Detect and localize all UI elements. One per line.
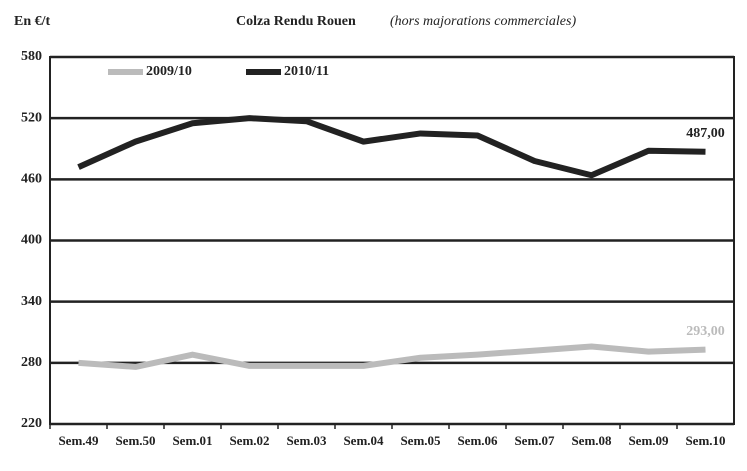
y-tick-label: 220 — [21, 416, 42, 431]
x-tick-label: Sem.49 — [58, 433, 99, 448]
data-label: 487,00 — [686, 126, 725, 141]
y-tick-label: 520 — [21, 110, 42, 125]
y-tick-label: 460 — [21, 172, 42, 187]
legend-label: 2010/11 — [284, 64, 329, 79]
x-tick-label: Sem.06 — [457, 433, 498, 448]
legend-label: 2009/10 — [146, 64, 192, 79]
x-tick-label: Sem.09 — [628, 433, 669, 448]
chart-subtitle: (hors majorations commerciales) — [390, 14, 576, 29]
x-tick-label: Sem.07 — [514, 433, 555, 448]
chart-title: Colza Rendu Rouen — [236, 14, 356, 29]
x-tick-label: Sem.50 — [115, 433, 155, 448]
series-line — [77, 115, 706, 179]
y-tick-label: 340 — [21, 294, 42, 309]
x-tick-label: Sem.01 — [172, 433, 212, 448]
x-tick-label: Sem.04 — [343, 433, 384, 448]
series-line — [78, 343, 706, 370]
x-tick-label: Sem.10 — [685, 433, 725, 448]
x-tick-label: Sem.05 — [400, 433, 441, 448]
x-tick-label: Sem.03 — [286, 433, 327, 448]
x-tick-label: Sem.08 — [571, 433, 612, 448]
data-label: 293,00 — [686, 324, 725, 339]
x-tick-label: Sem.02 — [229, 433, 269, 448]
y-axis-label: En €/t — [14, 14, 51, 29]
y-tick-label: 580 — [21, 49, 42, 64]
y-tick-label: 280 — [21, 355, 42, 370]
y-tick-label: 400 — [21, 233, 42, 248]
